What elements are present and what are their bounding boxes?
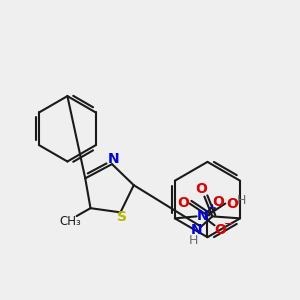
Text: H: H <box>189 234 198 247</box>
Text: S: S <box>118 210 128 224</box>
Text: O: O <box>214 223 226 237</box>
Text: −: − <box>224 218 235 231</box>
Text: O: O <box>226 196 238 211</box>
Text: O: O <box>212 194 224 208</box>
Text: CH₃: CH₃ <box>60 214 82 227</box>
Text: N: N <box>108 152 120 166</box>
Text: N: N <box>191 223 202 237</box>
Text: O: O <box>196 182 207 196</box>
Text: +: + <box>208 203 217 214</box>
Text: H: H <box>236 194 246 207</box>
Text: N: N <box>197 209 208 224</box>
Text: O: O <box>177 196 189 209</box>
